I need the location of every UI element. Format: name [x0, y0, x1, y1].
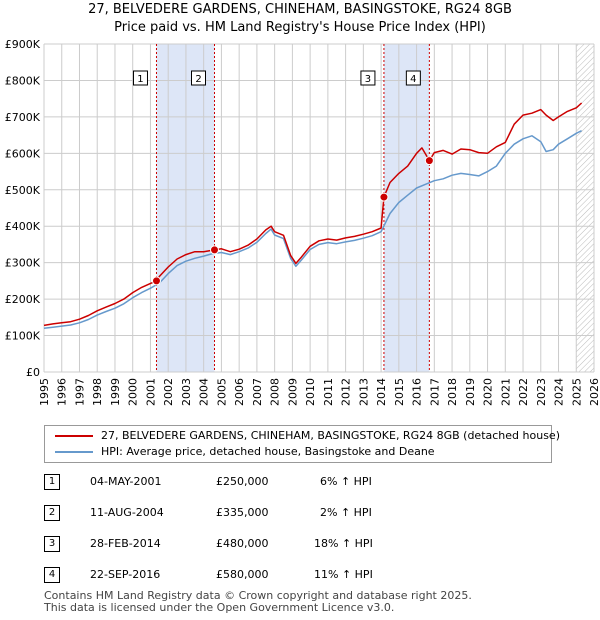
legend-label-hpi: HPI: Average price, detached house, Basi…: [101, 445, 435, 458]
chart-title-line2: Price paid vs. HM Land Registry's House …: [114, 20, 486, 35]
y-tick-label: £400K: [5, 220, 41, 233]
transaction-price: £250,000: [216, 475, 269, 488]
y-tick-label: £0: [26, 366, 40, 379]
transaction-number: 1: [44, 474, 60, 490]
table-row: 1 04-MAY-2001 £250,000 6% ↑ HPI: [0, 472, 600, 492]
transaction-price: £335,000: [216, 506, 269, 519]
x-tick-label: 2011: [322, 378, 335, 406]
x-tick-label: 2016: [411, 378, 424, 406]
transaction-date: 28-FEB-2014: [90, 537, 161, 550]
x-tick-label: 2020: [482, 378, 495, 406]
legend-label-property: 27, BELVEDERE GARDENS, CHINEHAM, BASINGS…: [101, 429, 560, 442]
x-tick-label: 2000: [127, 378, 140, 406]
x-tick-label: 2019: [464, 378, 477, 406]
transaction-point: [379, 192, 389, 202]
legend: 27, BELVEDERE GARDENS, CHINEHAM, BASINGS…: [44, 425, 560, 463]
x-tick-label: 2015: [393, 378, 406, 406]
x-tick-label: 2024: [553, 378, 566, 406]
x-tick-label: 2018: [446, 378, 459, 406]
transaction-number: 4: [44, 567, 60, 583]
x-tick-label: 2002: [162, 378, 175, 406]
x-tick-label: 2026: [588, 378, 600, 406]
x-tick-label: 2003: [180, 378, 193, 406]
transaction-date: 04-MAY-2001: [90, 475, 162, 488]
transaction-price: £480,000: [216, 537, 269, 550]
x-tick-label: 1999: [109, 378, 122, 406]
table-row: 3 28-FEB-2014 £480,000 18% ↑ HPI: [0, 534, 600, 554]
x-tick-label: 2007: [251, 378, 264, 406]
transaction-number-label: 1: [137, 74, 143, 85]
transaction-number-label: 2: [195, 74, 201, 85]
table-row: 4 22-SEP-2016 £580,000 11% ↑ HPI: [0, 565, 600, 585]
x-tick-label: 2022: [517, 378, 530, 406]
x-tick-label: 2021: [499, 378, 512, 406]
transaction-date: 11-AUG-2004: [90, 506, 164, 519]
x-tick-label: 2010: [304, 378, 317, 406]
transaction-number-label: 3: [365, 74, 371, 85]
x-tick-label: 1998: [91, 378, 104, 406]
y-tick-label: £700K: [5, 111, 41, 124]
transaction-hpi-diff: 6% ↑ HPI: [320, 475, 372, 488]
x-tick-label: 2005: [215, 378, 228, 406]
chart-title-line1: 27, BELVEDERE GARDENS, CHINEHAM, BASINGS…: [88, 2, 512, 17]
y-tick-label: £100K: [5, 330, 41, 343]
x-tick-label: 2023: [535, 378, 548, 406]
legend-item-property: 27, BELVEDERE GARDENS, CHINEHAM, BASINGS…: [55, 428, 560, 444]
shaded-period: [383, 44, 430, 372]
transaction-number-box: [191, 70, 206, 86]
transaction-number-box: [405, 70, 421, 86]
price-chart: £0 £100K £200K £300K £400K £500K £600K £700K £80…: [5, 38, 600, 406]
transaction-point: [151, 276, 161, 286]
hatched-forecast-region: [576, 44, 594, 372]
x-tick-label: 1995: [38, 378, 51, 406]
x-tick-label: 2004: [198, 378, 211, 406]
y-tick-label: £600K: [5, 147, 41, 160]
footer-licence: This data is licensed under the Open Gov…: [44, 601, 395, 614]
x-tick-label: 2001: [144, 378, 157, 406]
legend-swatch-property: [55, 435, 93, 437]
y-tick-label: £300K: [5, 257, 41, 270]
y-tick-label: £200K: [5, 293, 41, 306]
transaction-hpi-diff: 11% ↑ HPI: [314, 568, 373, 581]
transaction-number: 2: [44, 505, 60, 521]
x-tick-label: 2017: [428, 378, 441, 406]
transaction-hpi-diff: 18% ↑ HPI: [314, 537, 373, 550]
hpi-line: [43, 130, 582, 330]
transaction-hpi-diff: 2% ↑ HPI: [320, 506, 372, 519]
table-row: 2 11-AUG-2004 £335,000 2% ↑ HPI: [0, 503, 600, 523]
y-tick-label: £500K: [5, 184, 41, 197]
x-tick-label: 2025: [570, 378, 583, 406]
y-tick-label: £800K: [5, 74, 41, 87]
transaction-number-box: [132, 70, 148, 86]
property-price-line: [43, 102, 583, 327]
x-tick-label: 2006: [233, 378, 246, 406]
transaction-date: 22-SEP-2016: [90, 568, 161, 581]
transaction-price: £580,000: [216, 568, 269, 581]
x-tick-label: 1996: [56, 378, 69, 406]
legend-swatch-hpi: [55, 451, 93, 453]
x-tick-label: 2008: [269, 378, 282, 406]
x-tick-label: 2014: [375, 378, 388, 406]
transaction-point: [424, 156, 434, 166]
footer-copyright: Contains HM Land Registry data © Crown c…: [44, 589, 472, 602]
x-tick-label: 2012: [340, 378, 353, 406]
footer: Contains HM Land Registry data © Crown c…: [44, 590, 472, 614]
transaction-point: [210, 245, 219, 255]
x-tick-label: 2013: [357, 378, 370, 406]
transaction-number-label: 4: [410, 74, 416, 85]
y-tick-label: £900K: [5, 38, 41, 51]
transaction-number: 3: [44, 536, 60, 552]
x-tick-label: 1997: [73, 378, 86, 406]
legend-item-hpi: HPI: Average price, detached house, Basi…: [55, 444, 435, 460]
transaction-number-box: [360, 70, 376, 86]
x-tick-label: 2009: [286, 378, 299, 406]
